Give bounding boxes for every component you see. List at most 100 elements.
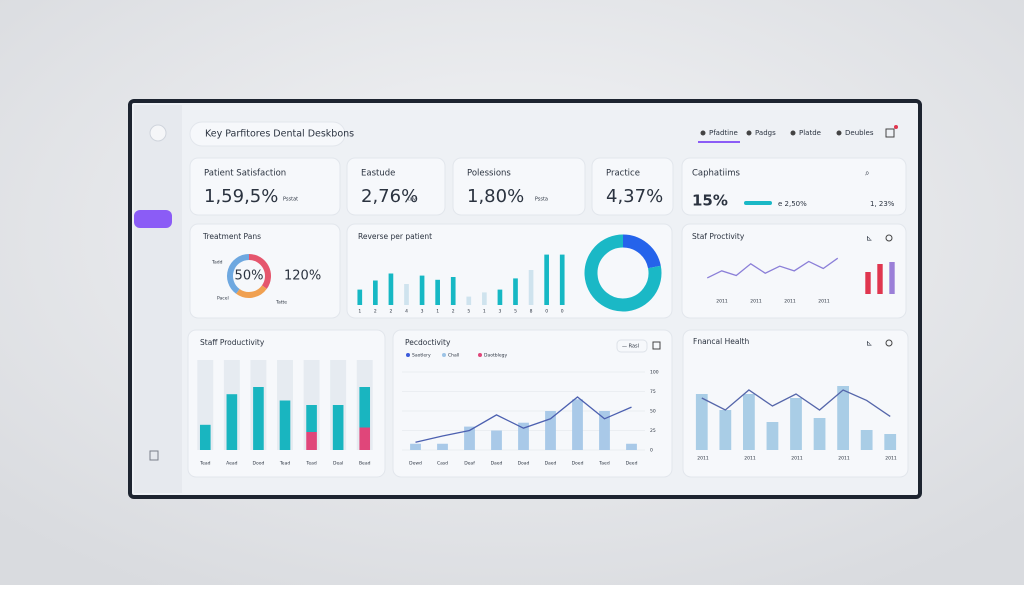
y-tick-label: 75: [650, 389, 656, 395]
card-title: Fnancal Health: [693, 337, 749, 346]
x-tick-label: 3: [421, 309, 424, 315]
x-tick-label: 1: [483, 309, 486, 315]
bar: [599, 411, 610, 450]
x-tick-label: 2011: [838, 456, 850, 462]
bar: [572, 399, 583, 450]
card-title: Staff Productivity: [200, 338, 265, 347]
tab-icon: [790, 130, 796, 136]
card: [346, 223, 673, 319]
notification-dot: [894, 125, 898, 129]
x-tick-label: Dood: [253, 461, 265, 467]
donut-segment: [236, 285, 267, 298]
bar: [419, 275, 425, 305]
bar: [813, 418, 826, 450]
search-icon: ⌕: [865, 169, 869, 178]
bar: [435, 279, 440, 305]
kpi-value: 4,37%: [606, 186, 663, 207]
card: [452, 157, 586, 216]
bar: [518, 422, 529, 450]
capacity-compare: e 2,50%: [778, 200, 807, 208]
x-tick-label: 5: [514, 309, 517, 315]
kpi-value: 1,59,5%: [204, 186, 278, 207]
settings-icon[interactable]: [885, 234, 893, 242]
legend-swatch: [442, 353, 446, 357]
x-tick-label: Casd: [437, 461, 448, 467]
kpi-value: 1,80%: [467, 186, 524, 207]
x-tick-label: 2011: [818, 299, 830, 305]
tab: Platde: [799, 129, 821, 137]
donut-label: Pacel: [217, 296, 229, 302]
x-tick-label: Tead: [199, 461, 211, 467]
button-label: — Rasl: [622, 344, 639, 350]
bar: [790, 398, 802, 450]
x-tick-label: 0: [561, 309, 564, 315]
title-pill: [189, 121, 346, 147]
bar: [545, 411, 556, 450]
kpi-label: Practice: [606, 169, 640, 179]
bar: [404, 284, 409, 305]
bar: [373, 280, 378, 305]
bar: [626, 443, 637, 450]
x-tick-label: 3: [498, 309, 501, 315]
tab-icon: [836, 130, 842, 136]
tab-icon: [700, 130, 706, 136]
donut-segment: [622, 234, 661, 269]
legend-label: Daotblegy: [484, 353, 507, 359]
card-title: Treatment Pans: [202, 232, 261, 241]
settings-icon[interactable]: [149, 450, 159, 461]
x-tick-label: Dewd: [409, 461, 422, 467]
x-tick-label: 2011: [750, 299, 762, 305]
card-title: Reverse per patient: [358, 232, 432, 241]
tab-icon: [746, 130, 752, 136]
notification-icon[interactable]: [885, 128, 895, 138]
capacity-right: 1, 23%: [870, 200, 895, 208]
x-tick-label: 1: [358, 309, 361, 315]
x-tick-label: 2011: [784, 299, 796, 305]
card: [189, 157, 341, 216]
legend-label: Saotlery: [412, 353, 431, 359]
legend-swatch: [478, 353, 482, 357]
bar: [464, 426, 475, 450]
kpi-note: Psstat: [283, 197, 298, 203]
bar: [528, 270, 534, 305]
x-tick-label: Bead: [359, 461, 371, 467]
bar: [497, 289, 503, 305]
x-tick-label: 0: [545, 309, 548, 315]
active-nav[interactable]: [134, 210, 172, 228]
x-tick-label: Aead: [226, 461, 238, 467]
kpi-note: tuv: [408, 197, 416, 203]
chart-icon: ⊾: [866, 339, 873, 348]
x-tick-label: 2: [452, 309, 455, 315]
card-title: Caphatiims: [692, 169, 740, 179]
x-tick-label: 2: [374, 309, 377, 315]
menu-button[interactable]: [149, 124, 167, 142]
line: [701, 389, 891, 417]
bar: [199, 424, 211, 450]
icon[interactable]: [652, 341, 661, 350]
bar: [491, 430, 502, 450]
x-tick-label: 5: [467, 309, 470, 315]
x-tick-label: Daed: [545, 461, 557, 467]
bar: [450, 277, 456, 305]
bar: [884, 434, 897, 450]
button[interactable]: [616, 339, 648, 353]
donut-segment: [248, 254, 271, 289]
kpi-label: Eastude: [361, 169, 395, 179]
x-tick-label: 2011: [716, 299, 728, 305]
donut-label: Tatte: [275, 300, 287, 306]
tab: Deubles: [845, 129, 874, 137]
x-tick-label: Taed: [598, 461, 610, 467]
x-tick-label: Daed: [491, 461, 503, 467]
bar: [226, 394, 238, 450]
y-tick-label: 100: [650, 370, 659, 376]
bar: [877, 264, 883, 294]
bar: [357, 289, 363, 305]
x-tick-label: 2011: [744, 456, 756, 462]
donut-label: Tadd: [211, 260, 223, 266]
capacity-value: 15%: [692, 192, 728, 210]
bar: [306, 405, 317, 432]
bar: [482, 292, 487, 305]
bar: [695, 394, 708, 450]
settings-icon[interactable]: [885, 339, 893, 347]
